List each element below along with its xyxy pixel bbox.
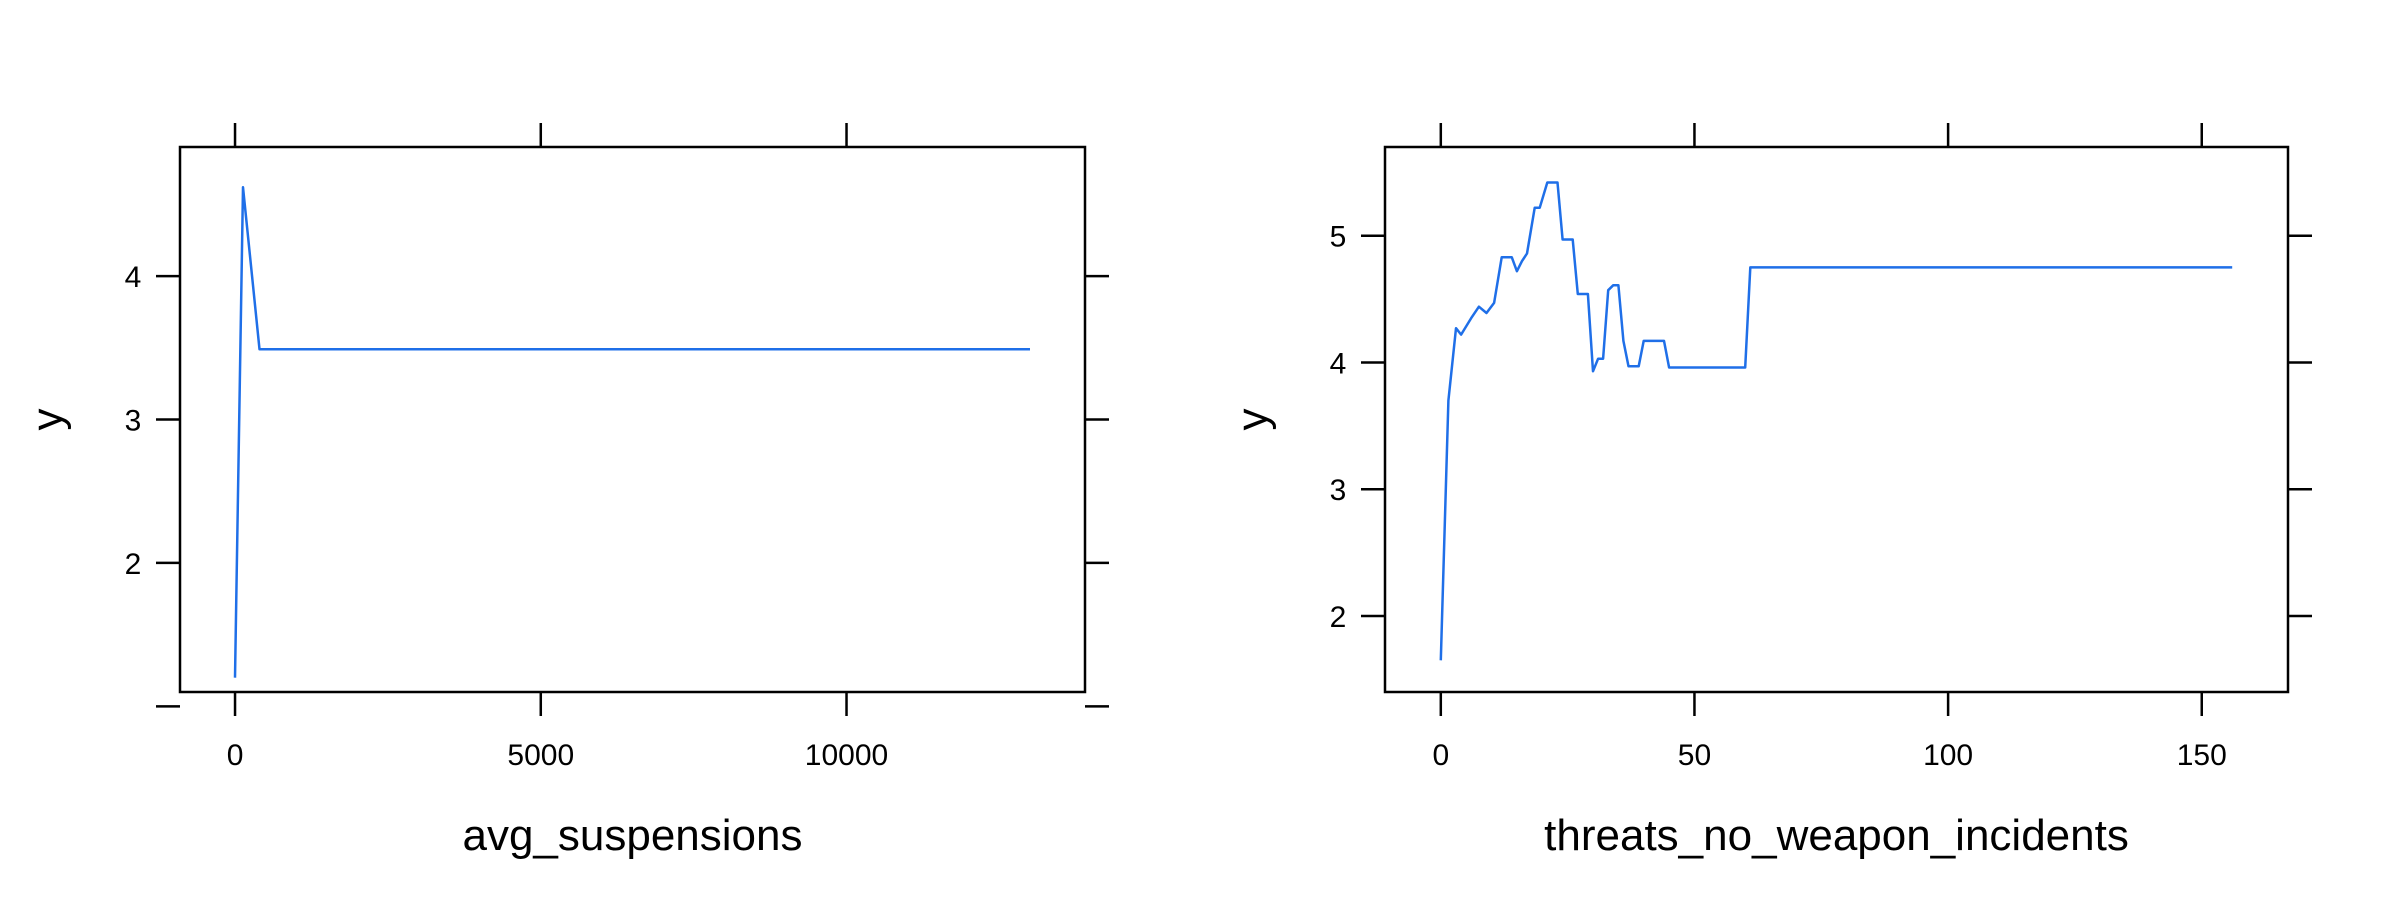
y-tick-label: 4	[125, 261, 142, 294]
plot-frame	[178, 145, 1087, 694]
x-axis-label: avg_suspensions	[462, 811, 802, 860]
x-tick-label: 100	[1923, 739, 1973, 772]
y-tick-label: 2	[1330, 601, 1347, 634]
x-axis-label: threats_no_weapon_incidents	[1544, 811, 2129, 860]
x-tick-label: 0	[1432, 739, 1449, 772]
y-axis-label: y	[23, 409, 72, 431]
panel-avg-suspensions: 0 5000 10000 2 3 4 avg_suspensions y	[23, 123, 1109, 860]
series-line	[233, 185, 1030, 678]
plot-frame	[1383, 145, 2290, 694]
series-line	[1439, 181, 2233, 661]
y-tick-label: 2	[125, 548, 142, 581]
x-tick-label: 50	[1678, 739, 1711, 772]
y-tick-label: 3	[1330, 474, 1347, 507]
x-tick-label: 10000	[805, 739, 888, 772]
x-tick-label: 0	[227, 739, 244, 772]
y-tick-label: 4	[1330, 347, 1347, 380]
x-tick-label: 150	[2177, 739, 2227, 772]
x-tick-label: 5000	[507, 739, 574, 772]
panel-threats-no-weapon-incidents: 0 50 100 150 2 3 4 5 threats_no_weapon_incidents…	[1228, 123, 2312, 860]
y-axis-label: y	[1228, 409, 1277, 431]
y-tick-label: 3	[125, 405, 142, 438]
y-tick-label: 5	[1330, 221, 1347, 254]
